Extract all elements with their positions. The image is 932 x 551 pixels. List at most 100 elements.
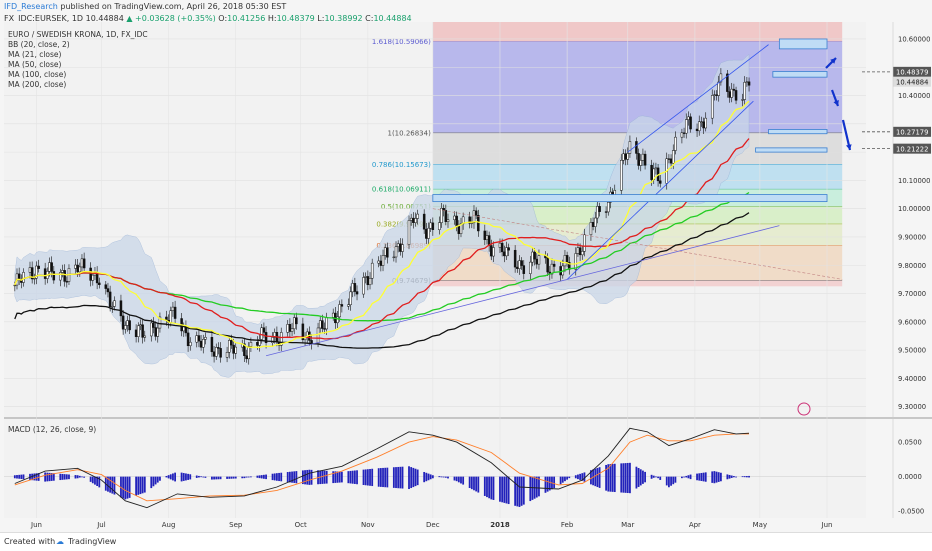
macd-histogram-bar — [492, 476, 495, 500]
candle-body — [189, 341, 192, 347]
macd-histogram-bar — [657, 476, 659, 479]
macd-histogram-bar — [715, 471, 718, 483]
macd-histogram-bar — [275, 473, 278, 481]
candle-body — [249, 342, 253, 347]
indicator-ma21[interactable]: MA (21, close) — [8, 50, 62, 59]
macd-histogram-bar — [156, 476, 159, 483]
time-axis-tick: Jun — [821, 521, 833, 529]
macd-histogram-bar — [408, 466, 410, 490]
time-axis-tick: Dec — [426, 521, 440, 529]
macd-histogram-bar — [626, 462, 629, 494]
candle-body — [227, 340, 231, 353]
candle-body — [232, 344, 235, 354]
macd-histogram-bar — [124, 476, 127, 500]
candle-body — [518, 260, 521, 269]
macd-histogram-bar — [379, 468, 382, 487]
macd-histogram-bar — [135, 476, 138, 496]
macd-histogram-bar — [35, 473, 38, 481]
candle-body — [700, 121, 703, 123]
macd-histogram-bar — [217, 476, 220, 480]
macd-line — [14, 427, 750, 509]
ma50-line — [14, 138, 750, 340]
candle-body — [704, 117, 707, 129]
candle-body — [74, 264, 77, 269]
macd-histogram-bar — [719, 472, 722, 482]
macd-histogram-bar — [371, 468, 374, 487]
macd-histogram-bar — [711, 471, 714, 483]
candle-body — [143, 335, 147, 338]
candle-body — [396, 243, 400, 247]
macd-histogram-bar — [323, 470, 326, 484]
candle-body — [119, 300, 123, 317]
candle-body — [440, 207, 443, 223]
fib-level-label: 1(10.26834) — [388, 129, 432, 137]
candle-body — [596, 206, 599, 219]
created-with-text: Created with — [4, 537, 56, 546]
indicator-ma200[interactable]: MA (200, close) — [8, 80, 67, 89]
macd-histogram-bar — [401, 466, 404, 489]
macd-histogram-bar — [366, 469, 369, 486]
macd-histogram-bar — [169, 474, 172, 480]
candle-body — [288, 324, 292, 332]
tradingview-brand[interactable]: TradingView — [68, 537, 117, 546]
candle-body — [457, 225, 461, 234]
author-link[interactable]: IFD_Research — [4, 2, 58, 11]
candle-body — [455, 215, 458, 227]
candle-body — [583, 234, 586, 252]
candle-body — [431, 222, 435, 230]
fib-level-label: 1.618(10.59066) — [372, 38, 431, 46]
price-label: 10.27179 — [896, 128, 928, 136]
fib-level-label: 0.618(10.06911) — [372, 186, 431, 194]
macd-histogram-bar — [635, 466, 638, 489]
macd-histogram-bar — [674, 476, 677, 483]
open-label: O: — [218, 14, 228, 23]
macd-histogram-bar — [241, 476, 244, 479]
candle-body — [732, 88, 736, 91]
macd-histogram-bar — [611, 463, 614, 492]
indicator-bb[interactable]: BB (20, close, 2) — [8, 40, 70, 49]
candle-body — [370, 262, 374, 279]
candle-body — [336, 316, 339, 324]
price-chart[interactable]: 1.618(10.59066) 1(10.26834) 0.786(10.15673… — [0, 0, 932, 532]
macd-histogram-bar — [382, 467, 384, 488]
candle-body — [472, 210, 476, 223]
candle-body — [453, 215, 456, 220]
macd-histogram-bar — [717, 472, 720, 482]
price-axis-tick: 9.70000 — [898, 290, 926, 298]
indicator-series[interactable]: EURO / SWEDISH KRONA, 1D, FX_IDC — [8, 30, 148, 39]
macd-histogram-bar — [226, 476, 228, 479]
candle-body — [13, 284, 17, 287]
macd-histogram-bar — [46, 472, 49, 482]
candle-body — [124, 325, 127, 330]
macd-histogram-bar — [195, 475, 198, 478]
macd-histogram-bar — [13, 475, 16, 479]
macd-histogram-bar — [431, 475, 434, 479]
macd-histogram-bar — [745, 476, 748, 478]
indicator-ma100[interactable]: MA (100, close) — [8, 70, 67, 79]
macd-histogram-bar — [579, 473, 582, 480]
macd-histogram-bar — [410, 467, 413, 489]
macd-histogram-bar — [273, 473, 276, 481]
indicator-ma50[interactable]: MA (50, close) — [8, 60, 62, 69]
macd-histogram-bar — [362, 469, 365, 485]
candle-body — [169, 310, 173, 323]
macd-histogram-bar — [529, 476, 532, 502]
candle-body — [695, 128, 699, 132]
candle-body — [444, 210, 448, 223]
macd-histogram-bar — [256, 475, 259, 478]
price-label-box — [893, 143, 931, 154]
candle-body — [477, 215, 480, 232]
candle-body — [680, 132, 684, 138]
macd-title[interactable]: MACD (12, 26, close, 9) — [8, 425, 97, 434]
candle-body — [256, 342, 259, 346]
time-axis-tick: Feb — [561, 521, 574, 529]
macd-histogram-bar — [642, 470, 644, 484]
macd-histogram-bar — [200, 476, 202, 478]
candle-body — [546, 257, 549, 273]
macd-histogram-bar — [369, 468, 371, 486]
candle-body — [35, 265, 38, 279]
macd-histogram-bar — [596, 467, 599, 488]
candle-body — [505, 247, 508, 257]
macd-histogram-bar — [154, 476, 157, 485]
candle-body — [321, 320, 324, 329]
